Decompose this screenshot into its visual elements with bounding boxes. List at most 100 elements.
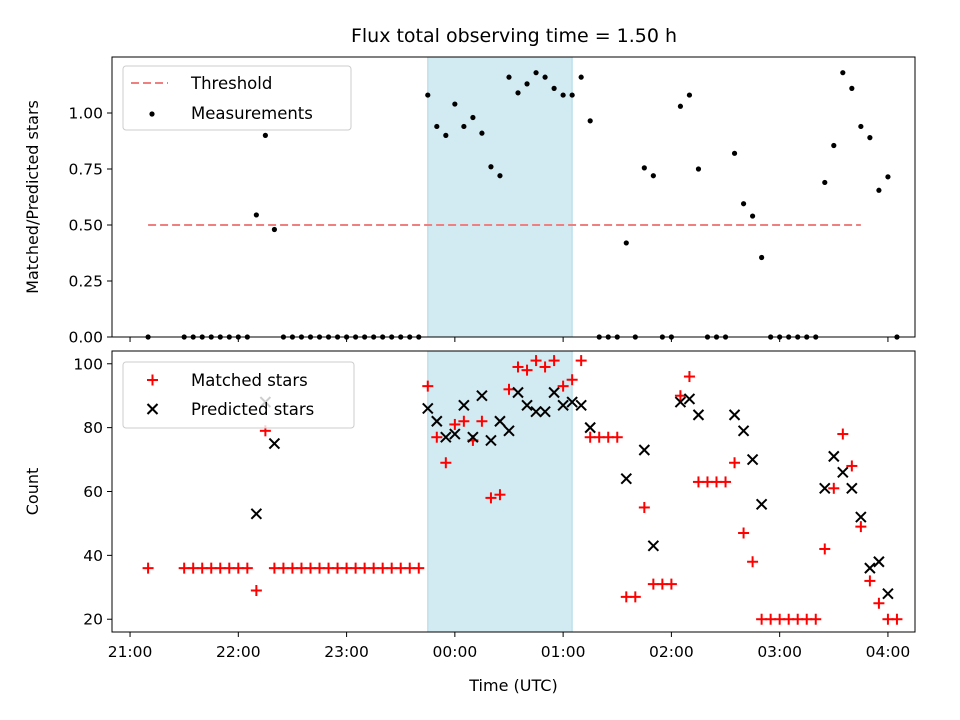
measurement-point xyxy=(569,92,575,98)
matched-star-point xyxy=(142,562,154,574)
predicted-star-point xyxy=(819,482,831,495)
threshold-legend-label: Threshold xyxy=(190,74,272,93)
matched-star-point xyxy=(476,415,488,427)
matched-star-point xyxy=(485,492,497,504)
predicted-star-point xyxy=(476,389,488,402)
predicted-star-point xyxy=(620,473,632,485)
matched-star-point xyxy=(855,521,867,533)
x-tick-label: 22:00 xyxy=(216,643,261,661)
matched-star-point xyxy=(720,476,732,488)
predicted-star-point xyxy=(431,415,443,427)
matched-star-point xyxy=(494,489,506,501)
predicted-star-point xyxy=(647,540,660,552)
measurement-point xyxy=(822,179,828,186)
chart-title: Flux total observing time = 1.50 h xyxy=(351,25,677,47)
measurement-point xyxy=(749,213,756,219)
predicted-star-point xyxy=(548,386,560,399)
measurement-point xyxy=(524,81,530,87)
measurement-point xyxy=(461,123,467,130)
predicted-star-point xyxy=(458,399,470,411)
predicted-star-point xyxy=(503,425,515,437)
measurement-point xyxy=(831,142,837,149)
bottom-panel-ylabel: Count xyxy=(23,468,42,516)
predicted-star-point xyxy=(855,511,867,523)
measurement-point xyxy=(587,118,593,124)
predicted-star-point xyxy=(566,396,578,408)
predicted-star-point xyxy=(512,386,524,399)
matched-star-point xyxy=(422,380,434,392)
matched-star-point xyxy=(503,383,515,395)
bottom-panel-points xyxy=(142,355,903,625)
matched-star-point xyxy=(665,578,677,590)
measurement-point xyxy=(578,74,584,80)
measurement-point xyxy=(434,123,440,130)
matched-star-point xyxy=(512,361,524,373)
bottom-legend-box xyxy=(122,361,355,429)
top-panel: 0.00 0.25 0.50 0.75 1.00 Matched/Predicted s… xyxy=(23,56,916,347)
measurement-point xyxy=(695,166,702,172)
predicted-star-point xyxy=(873,556,885,568)
measurement-point xyxy=(425,92,431,98)
predicted-star-point xyxy=(864,562,876,574)
measurement-point xyxy=(506,74,512,80)
predicted-star-point xyxy=(250,508,263,520)
predicted-star-point xyxy=(638,444,651,456)
predicted-star-point xyxy=(449,428,461,440)
x-tick-label: 03:00 xyxy=(757,643,802,661)
predicted-star-point xyxy=(692,409,705,421)
top-legend-box xyxy=(122,65,352,131)
measurement-point xyxy=(623,240,629,246)
measurements-legend-swatch xyxy=(149,111,155,117)
measurements-legend-label: Measurements xyxy=(191,104,313,123)
matched-star-point xyxy=(530,355,542,367)
top-panel-legend: Threshold Measurements xyxy=(122,65,352,131)
bottom-panel-legend: Matched stars Predicted stars xyxy=(122,361,355,429)
measurement-point xyxy=(497,173,503,179)
bottom-panel-frame xyxy=(111,350,916,633)
top-panel-frame xyxy=(111,56,916,338)
predicted-star-point xyxy=(557,399,569,411)
matched-star-point xyxy=(891,613,903,625)
matched-star-point xyxy=(683,371,695,383)
predicted-star-point xyxy=(584,421,596,434)
y-tick-label: 40 xyxy=(83,547,103,565)
x-tick-label: 02:00 xyxy=(649,643,694,661)
measurement-point xyxy=(253,212,259,218)
matched-star-point xyxy=(810,613,822,625)
predicted-star-point xyxy=(728,409,741,421)
matched-star-point xyxy=(629,591,641,603)
measurement-point xyxy=(262,132,268,138)
top-panel-shaded-interval xyxy=(427,56,573,338)
matched-star-point xyxy=(674,390,686,402)
measurement-point xyxy=(533,70,539,76)
matched-star-point xyxy=(611,431,623,443)
matched-star-point xyxy=(241,562,253,574)
measurement-point xyxy=(641,165,647,171)
y-tick-label: 100 xyxy=(73,355,103,373)
predicted-legend-label: Predicted stars xyxy=(191,400,314,419)
matched-legend-label: Matched stars xyxy=(191,371,308,390)
measurement-point xyxy=(542,74,548,80)
matched-star-point xyxy=(575,355,587,367)
matched-star-point xyxy=(747,556,759,568)
predicted-star-point xyxy=(530,405,542,418)
measurement-point xyxy=(858,123,864,130)
y-tick-label: 60 xyxy=(83,483,103,501)
predicted-star-point xyxy=(467,431,479,443)
y-tick-label: 0.00 xyxy=(68,329,103,347)
matched-star-point xyxy=(250,584,262,596)
predicted-star-point xyxy=(837,466,849,479)
y-tick-label: 80 xyxy=(83,419,103,437)
matched-star-point xyxy=(458,415,470,427)
predicted-star-point xyxy=(674,396,687,408)
measurement-point xyxy=(849,85,855,91)
matched-star-point xyxy=(828,482,840,494)
predicted-legend-swatch xyxy=(146,403,159,415)
matched-star-point xyxy=(873,597,885,609)
measurement-point xyxy=(650,173,656,179)
measurement-point xyxy=(731,150,738,156)
y-tick-label: 20 xyxy=(83,611,103,629)
y-tick-label: 0.50 xyxy=(68,217,103,235)
measurement-point xyxy=(488,164,494,170)
matched-star-point xyxy=(548,355,560,367)
